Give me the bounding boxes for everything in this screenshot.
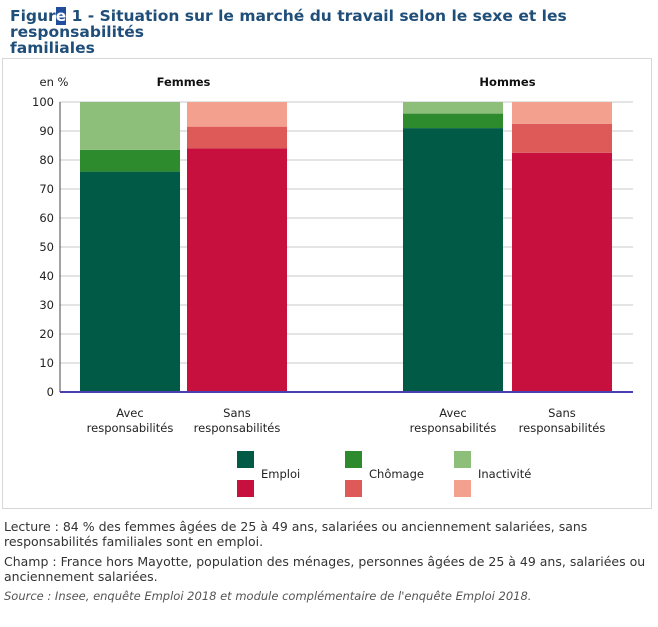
bar-segment: [512, 102, 612, 124]
y-axis-label: en %: [40, 75, 69, 89]
y-tick-label: 50: [39, 240, 54, 254]
bar-segment: [403, 102, 503, 114]
x-tick-label: Avec: [439, 406, 466, 420]
bar-segment: [403, 113, 503, 129]
y-tick-label: 90: [39, 124, 54, 138]
y-tick-label: 0: [47, 385, 54, 399]
x-tick-label: responsabilités: [194, 421, 281, 435]
bar-segment: [187, 148, 287, 392]
x-tick-label: Sans: [548, 406, 576, 420]
bar-segment: [512, 152, 612, 392]
legend-swatch: [345, 451, 362, 468]
legend-label: Chômage: [369, 467, 424, 481]
x-tick-label: responsabilités: [519, 421, 606, 435]
group-label: Femmes: [157, 75, 211, 89]
title-prefix: Figur: [10, 7, 56, 25]
bar-segment: [512, 123, 612, 153]
y-tick-label: 60: [39, 211, 54, 225]
x-tick-label: responsabilités: [410, 421, 497, 435]
legend-swatch: [237, 480, 254, 497]
legend-label: Inactivité: [478, 467, 531, 481]
legend-swatch: [345, 480, 362, 497]
bar-segment: [80, 149, 180, 172]
group-label: Hommes: [479, 75, 535, 89]
chart-frame: 0 10 20 30 40 50 60 70 80 90 100 en % Femmes Avec resp…: [2, 58, 652, 509]
title-selection-highlight: e: [55, 7, 67, 25]
legend-swatch: [237, 451, 254, 468]
y-tick-label: 80: [39, 153, 54, 167]
x-tick-label: Sans: [223, 406, 251, 420]
y-tick-label: 20: [39, 327, 54, 341]
y-tick-label: 30: [39, 298, 54, 312]
legend-swatch: [454, 480, 471, 497]
y-tick-label: 70: [39, 182, 54, 196]
legend-swatch: [454, 451, 471, 468]
bar-segment: [187, 102, 287, 127]
bar-segment: [80, 102, 180, 150]
y-tick-label: 100: [32, 95, 54, 109]
title-line-2: familiales: [10, 39, 95, 57]
y-tick-label: 40: [39, 269, 54, 283]
lecture-note: Lecture : 84 % des femmes âgées de 25 à …: [4, 519, 588, 549]
y-tick-label: 10: [39, 356, 54, 370]
x-tick-label: responsabilités: [87, 421, 174, 435]
x-tick-label: Avec: [116, 406, 143, 420]
champ-note: Champ : France hors Mayotte, population …: [4, 554, 646, 584]
bar-segment: [80, 171, 180, 392]
bar-segment: [187, 126, 287, 149]
source-note: Source : Insee, enquête Emploi 2018 et m…: [4, 589, 532, 603]
bar-segment: [403, 128, 503, 392]
title-rest: 1 - Situation sur le marché du travail s…: [10, 7, 567, 41]
figure-title: Figure 1 - Situation sur le marché du tr…: [10, 7, 650, 57]
figure-notes: Lecture : 84 % des femmes âgées de 25 à …: [4, 519, 654, 609]
legend-label: Emploi: [261, 467, 300, 481]
